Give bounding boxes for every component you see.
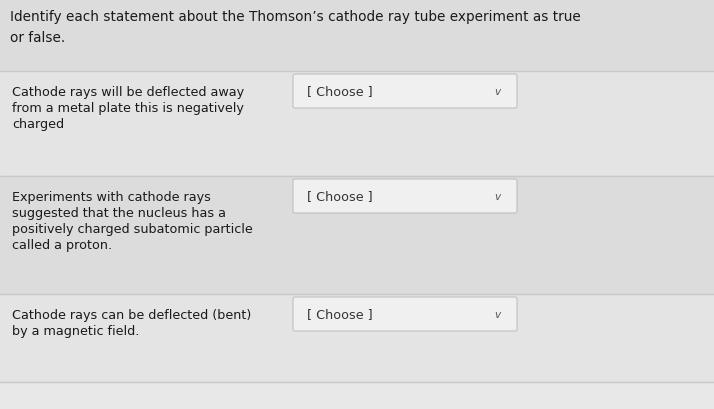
Text: called a proton.: called a proton. <box>12 238 112 252</box>
Text: by a magnetic field.: by a magnetic field. <box>12 324 139 337</box>
Text: v: v <box>494 309 500 319</box>
FancyBboxPatch shape <box>293 75 517 109</box>
Bar <box>0 177 714 294</box>
Text: from a metal plate this is negatively: from a metal plate this is negatively <box>12 102 244 115</box>
Text: charged: charged <box>12 118 64 131</box>
Bar <box>0 294 714 382</box>
Bar <box>0 0 714 72</box>
FancyBboxPatch shape <box>293 180 517 213</box>
Text: Experiments with cathode rays: Experiments with cathode rays <box>12 191 211 204</box>
Text: suggested that the nucleus has a: suggested that the nucleus has a <box>12 207 226 220</box>
Text: Cathode rays can be deflected (bent): Cathode rays can be deflected (bent) <box>12 308 251 321</box>
Text: v: v <box>494 87 500 97</box>
Text: [ Choose ]: [ Choose ] <box>307 85 373 98</box>
Text: v: v <box>494 191 500 202</box>
Text: Cathode rays will be deflected away: Cathode rays will be deflected away <box>12 86 244 99</box>
Text: [ Choose ]: [ Choose ] <box>307 190 373 203</box>
Text: positively charged subatomic particle: positively charged subatomic particle <box>12 222 253 236</box>
Bar <box>0 72 714 177</box>
Text: Identify each statement about the Thomson’s cathode ray tube experiment as true
: Identify each statement about the Thomso… <box>10 10 580 45</box>
FancyBboxPatch shape <box>293 297 517 331</box>
Text: [ Choose ]: [ Choose ] <box>307 308 373 321</box>
